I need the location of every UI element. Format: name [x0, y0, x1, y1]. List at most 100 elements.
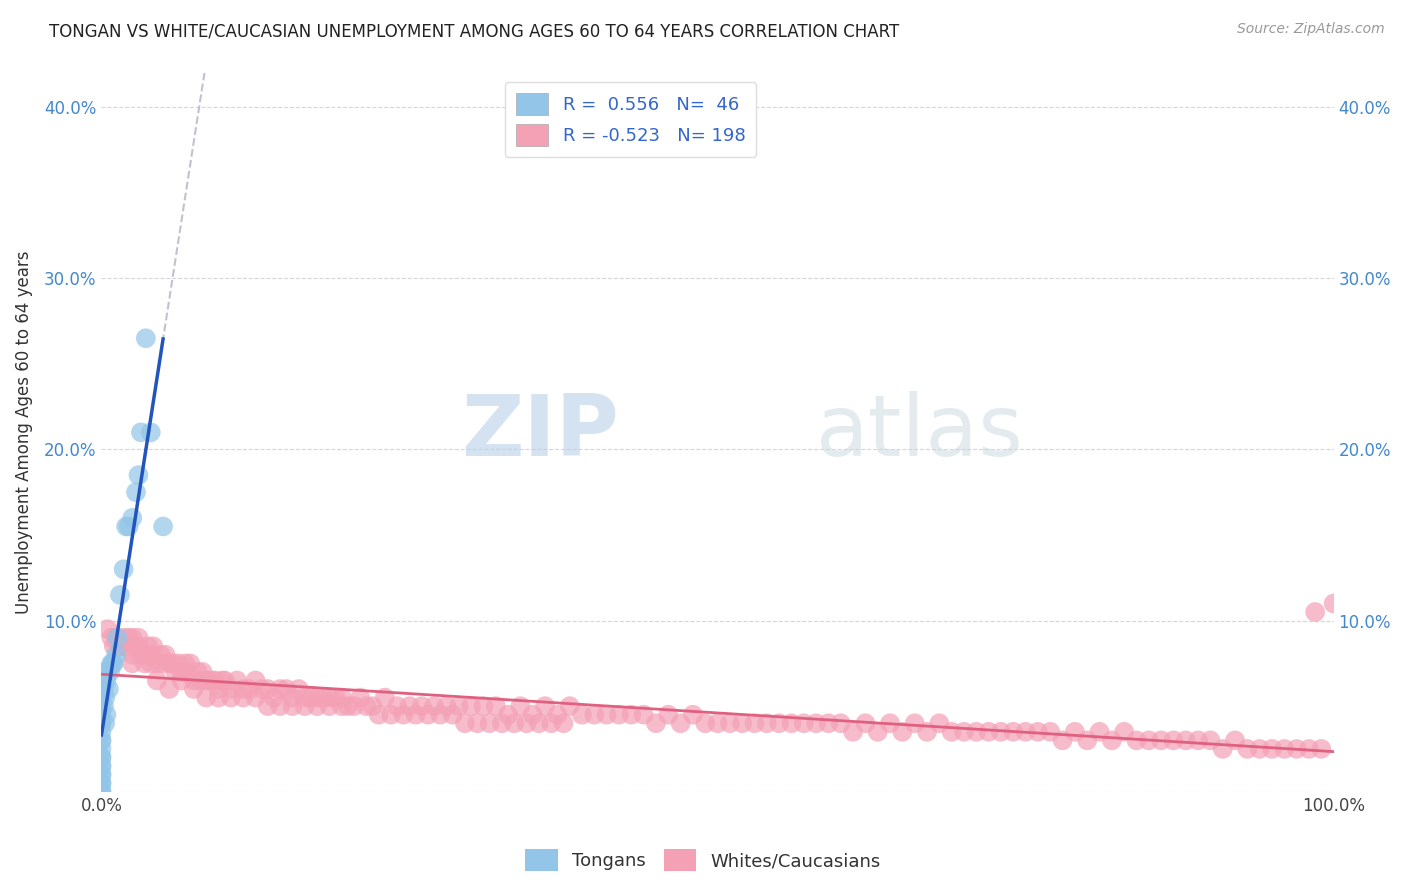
Point: [129, 425, 152, 440]
Point: [436, 699, 458, 714]
Point: [136, 639, 159, 653]
Point: [558, 699, 581, 714]
Point: [540, 716, 562, 731]
Point: [90, 750, 112, 764]
Point: [361, 699, 384, 714]
Point: [411, 699, 433, 714]
Point: [198, 673, 221, 688]
Point: [90, 776, 112, 790]
Point: [977, 724, 1000, 739]
Point: [256, 699, 278, 714]
Point: [571, 707, 593, 722]
Point: [187, 665, 209, 679]
Point: [312, 690, 335, 705]
Point: [496, 707, 519, 722]
Point: [281, 690, 304, 705]
Point: [238, 681, 260, 696]
Point: [307, 699, 329, 714]
Y-axis label: Unemployment Among Ages 60 to 64 years: Unemployment Among Ages 60 to 64 years: [15, 251, 32, 614]
Point: [170, 673, 193, 688]
Point: [97, 622, 120, 636]
Legend: R =  0.556   N=  46, R = -0.523   N= 198: R = 0.556 N= 46, R = -0.523 N= 198: [505, 82, 756, 157]
Point: [94, 716, 117, 731]
Point: [90, 724, 112, 739]
Text: ZIP: ZIP: [461, 391, 619, 474]
Point: [250, 681, 273, 696]
Point: [1014, 724, 1036, 739]
Point: [1088, 724, 1111, 739]
Point: [1212, 742, 1234, 756]
Point: [928, 716, 950, 731]
Point: [232, 690, 254, 705]
Point: [941, 724, 963, 739]
Point: [108, 639, 131, 653]
Point: [891, 724, 914, 739]
Point: [139, 425, 162, 440]
Point: [115, 519, 138, 533]
Point: [93, 681, 115, 696]
Point: [100, 631, 122, 645]
Point: [117, 519, 139, 533]
Point: [385, 699, 408, 714]
Text: Source: ZipAtlas.com: Source: ZipAtlas.com: [1237, 22, 1385, 37]
Point: [780, 716, 803, 731]
Point: [1310, 742, 1333, 756]
Point: [204, 673, 226, 688]
Point: [330, 690, 353, 705]
Point: [90, 699, 112, 714]
Point: [142, 639, 165, 653]
Point: [1323, 597, 1346, 611]
Point: [157, 681, 180, 696]
Point: [232, 681, 254, 696]
Point: [219, 681, 242, 696]
Point: [1187, 733, 1209, 747]
Point: [276, 681, 298, 696]
Point: [112, 562, 135, 576]
Point: [1052, 733, 1074, 747]
Point: [90, 681, 112, 696]
Point: [117, 631, 139, 645]
Point: [744, 716, 766, 731]
Point: [207, 690, 229, 705]
Point: [866, 724, 889, 739]
Point: [105, 631, 128, 645]
Point: [755, 716, 778, 731]
Point: [90, 759, 112, 773]
Point: [134, 648, 156, 662]
Point: [706, 716, 728, 731]
Point: [546, 707, 568, 722]
Point: [107, 631, 129, 645]
Point: [682, 707, 704, 722]
Point: [904, 716, 927, 731]
Point: [695, 716, 717, 731]
Point: [416, 707, 439, 722]
Point: [374, 690, 396, 705]
Point: [294, 690, 316, 705]
Point: [731, 716, 754, 731]
Point: [398, 699, 420, 714]
Point: [1236, 742, 1258, 756]
Point: [669, 716, 692, 731]
Point: [90, 742, 112, 756]
Text: TONGAN VS WHITE/CAUCASIAN UNEMPLOYMENT AMONG AGES 60 TO 64 YEARS CORRELATION CHA: TONGAN VS WHITE/CAUCASIAN UNEMPLOYMENT A…: [49, 22, 900, 40]
Point: [183, 681, 205, 696]
Point: [96, 673, 118, 688]
Point: [1125, 733, 1147, 747]
Point: [356, 699, 378, 714]
Point: [768, 716, 790, 731]
Point: [108, 588, 131, 602]
Point: [90, 707, 112, 722]
Point: [134, 657, 156, 671]
Point: [429, 707, 451, 722]
Point: [177, 665, 200, 679]
Point: [127, 631, 149, 645]
Point: [179, 657, 201, 671]
Point: [793, 716, 815, 731]
Point: [405, 707, 427, 722]
Point: [90, 776, 112, 790]
Point: [318, 690, 340, 705]
Point: [97, 665, 120, 679]
Point: [657, 707, 679, 722]
Point: [245, 690, 267, 705]
Point: [146, 657, 169, 671]
